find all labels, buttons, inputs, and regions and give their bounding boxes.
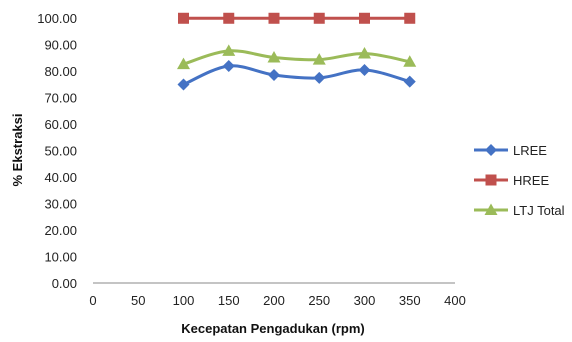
legend-label: LREE	[513, 143, 547, 158]
legend-marker	[485, 144, 497, 156]
x-axis-title: Kecepatan Pengadukan (rpm)	[181, 321, 365, 336]
data-point	[359, 12, 370, 24]
data-point	[268, 68, 280, 81]
y-tick-label: 60.00	[44, 117, 77, 132]
y-axis-title: % Ekstraksi	[10, 114, 25, 187]
x-tick-label: 100	[173, 293, 195, 308]
data-point	[268, 12, 280, 24]
x-tick-label: 350	[399, 293, 421, 308]
y-tick-label: 70.00	[44, 91, 77, 106]
legend-item: HREE	[474, 173, 549, 188]
x-tick-labels: 0 50 100 150 200 250 300 350 400	[89, 293, 465, 308]
x-tick-label: 250	[308, 293, 330, 308]
legend-label: LTJ Total	[513, 203, 565, 218]
data-point	[223, 12, 235, 24]
data-point	[313, 71, 326, 84]
data-point	[177, 57, 190, 70]
data-point	[403, 75, 416, 88]
legend-marker	[484, 203, 498, 215]
x-tick-label: 400	[444, 293, 466, 308]
data-point	[222, 44, 236, 56]
data-point	[404, 12, 416, 24]
legend-marker	[485, 174, 497, 186]
legend: LREE HREE LTJ Total	[474, 143, 565, 218]
series-line	[183, 49, 411, 66]
y-tick-label: 10.00	[44, 250, 77, 265]
data-point	[312, 53, 326, 65]
data-point	[403, 55, 417, 67]
x-tick-label: 300	[354, 293, 376, 308]
data-point	[313, 12, 325, 24]
legend-item: LTJ Total	[474, 203, 565, 218]
x-tick-label: 200	[263, 293, 285, 308]
data-point	[358, 47, 371, 59]
x-tick-label: 50	[131, 293, 145, 308]
series-ltj-total	[177, 44, 417, 70]
y-tick-label: 80.00	[44, 64, 77, 79]
legend-label: HREE	[513, 173, 549, 188]
series-layer	[177, 12, 417, 91]
data-point	[267, 50, 281, 63]
y-tick-label: 100.00	[37, 11, 77, 26]
data-point	[177, 78, 190, 91]
legend-item: LREE	[474, 143, 547, 158]
y-tick-labels: 0.00 10.00 20.00 30.00 40.00 50.00 60.00 70.00 8…	[37, 11, 77, 291]
series-hree	[178, 12, 416, 24]
y-tick-label: 90.00	[44, 38, 77, 53]
data-point	[358, 63, 371, 76]
y-tick-label: 20.00	[44, 223, 77, 238]
y-tick-label: 0.00	[52, 276, 77, 291]
x-tick-label: 0	[89, 293, 96, 308]
y-tick-label: 50.00	[44, 144, 77, 159]
x-tick-label: 150	[218, 293, 240, 308]
y-tick-label: 40.00	[44, 170, 77, 185]
data-point	[222, 59, 235, 72]
series-line	[182, 64, 411, 86]
y-tick-label: 30.00	[44, 197, 77, 212]
series-lree	[177, 59, 416, 91]
data-point	[178, 12, 189, 24]
